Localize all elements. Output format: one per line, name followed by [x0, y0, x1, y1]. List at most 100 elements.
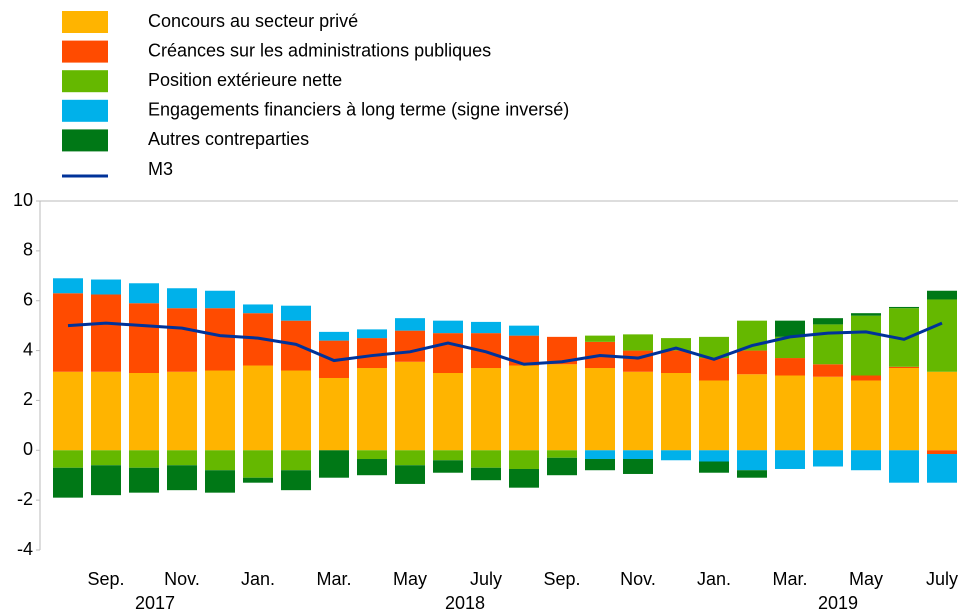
bar-segment — [433, 450, 463, 461]
bar-segment — [509, 468, 539, 488]
x-tick-label: Jan. — [697, 569, 731, 589]
bar-segment — [205, 290, 235, 309]
bar-segment — [357, 329, 387, 339]
x-tick-label: Jan. — [241, 569, 275, 589]
bar-segment — [91, 371, 121, 451]
bar-segment — [813, 364, 843, 377]
bar-segment — [129, 467, 159, 493]
bar-segment — [623, 450, 653, 460]
legend-label: Autres contreparties — [148, 129, 309, 149]
bar-segment — [91, 294, 121, 372]
bar-segment — [775, 336, 805, 359]
bar-segment — [53, 467, 83, 498]
legend-label: Engagements financiers à long terme (sig… — [148, 100, 569, 120]
x-tick-label: Nov. — [164, 569, 200, 589]
bar-segment — [471, 368, 501, 451]
bar-segment — [775, 375, 805, 451]
legend-swatch — [62, 70, 108, 93]
bar-segment — [357, 459, 387, 476]
bar-segment — [281, 305, 311, 321]
bar-segment — [243, 304, 273, 314]
x-tick-label: Sep. — [87, 569, 124, 589]
y-tick-label: -2 — [17, 489, 33, 509]
bar-segment — [395, 465, 425, 484]
bar-segment — [357, 368, 387, 451]
bar-segment — [623, 334, 653, 351]
x-tick-label: Mar. — [772, 569, 807, 589]
bar-segment — [737, 350, 767, 375]
x-tick-label: July — [470, 569, 502, 589]
legend-label: M3 — [148, 159, 173, 179]
legend-swatch — [62, 99, 108, 122]
legend-swatch — [62, 40, 108, 63]
bar-segment — [167, 450, 197, 466]
bar-segment — [319, 450, 349, 478]
bar-segment — [243, 477, 273, 483]
bar-segment — [699, 450, 729, 462]
bar-segment — [623, 371, 653, 451]
bar-segment — [775, 358, 805, 376]
legend-label: Position extérieure nette — [148, 70, 342, 90]
bar-segment — [129, 450, 159, 468]
bar-segment — [737, 470, 767, 478]
bar-segment — [471, 321, 501, 334]
bar-segment — [927, 290, 957, 300]
bar-segment — [53, 371, 83, 451]
bar-segment — [395, 330, 425, 362]
bar-segment — [775, 320, 805, 337]
bar-segment — [319, 331, 349, 341]
bar-segment — [661, 450, 691, 461]
bar-segment — [167, 465, 197, 491]
y-tick-label: 10 — [13, 190, 33, 210]
bar-segment — [53, 293, 83, 372]
bar-segment — [433, 460, 463, 473]
bar-segment — [243, 365, 273, 451]
bar-segment — [699, 336, 729, 359]
bar-segment — [927, 299, 957, 372]
bar-segment — [395, 361, 425, 451]
bar-segment — [889, 306, 919, 309]
bar-segment — [357, 338, 387, 369]
bar-segment — [281, 450, 311, 471]
bar-segment — [167, 371, 197, 451]
bar-segment — [357, 450, 387, 460]
bar-segment — [547, 457, 577, 476]
bar-segment — [661, 338, 691, 351]
bar-segment — [243, 450, 273, 478]
legend-label: Créances sur les administrations publiqu… — [148, 40, 491, 60]
y-tick-label: 8 — [23, 240, 33, 260]
x-tick-label: Mar. — [316, 569, 351, 589]
bar-segment — [433, 373, 463, 451]
year-label: 2019 — [818, 593, 858, 613]
bar-segment — [167, 308, 197, 372]
bar-segment — [775, 450, 805, 469]
bar-segment — [509, 325, 539, 336]
bar-segment — [927, 450, 957, 455]
bar-segment — [927, 454, 957, 483]
bar-segment — [319, 377, 349, 451]
bar-segment — [851, 375, 881, 381]
bar-segment — [927, 371, 957, 451]
bar-segment — [737, 450, 767, 471]
y-tick-label: -4 — [17, 539, 33, 559]
year-label: 2017 — [135, 593, 175, 613]
bar-segment — [699, 461, 729, 473]
bar-segment — [699, 358, 729, 381]
bar-segment — [205, 450, 235, 471]
bar-segment — [53, 450, 83, 468]
bar-segment — [851, 313, 881, 316]
bar-segment — [547, 364, 577, 451]
bar-segment — [585, 450, 615, 460]
x-tick-label: Nov. — [620, 569, 656, 589]
bar-segment — [851, 380, 881, 451]
bar-segment — [661, 373, 691, 451]
y-tick-label: 6 — [23, 289, 33, 309]
bar-segment — [53, 278, 83, 294]
y-tick-label: 2 — [23, 389, 33, 409]
bar-segment — [813, 324, 843, 365]
x-tick-label: May — [849, 569, 883, 589]
y-tick-label: 0 — [23, 439, 33, 459]
bar-segment — [889, 450, 919, 483]
bar-segment — [91, 450, 121, 466]
bar-segment — [699, 380, 729, 451]
